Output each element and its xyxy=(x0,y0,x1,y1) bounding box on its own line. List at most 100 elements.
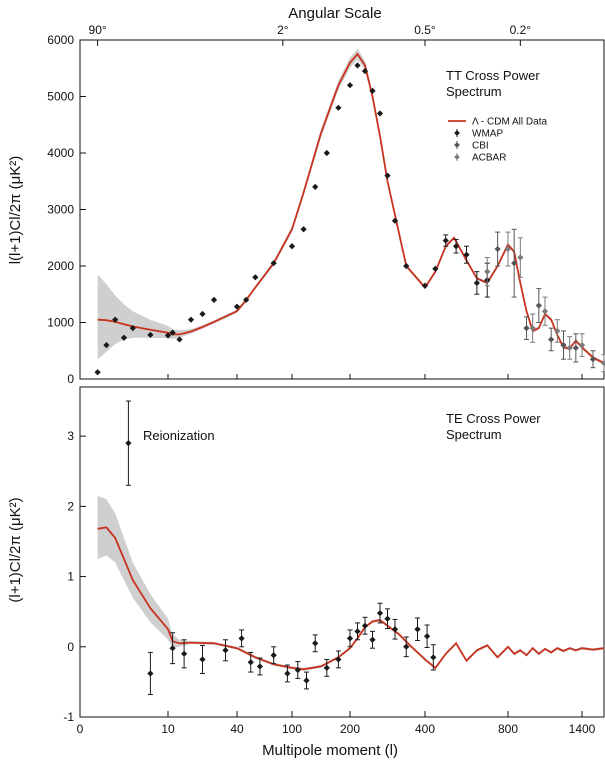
x-tick-label: 40 xyxy=(230,722,244,736)
te-y-tick-label: 2 xyxy=(67,499,74,513)
tt-y-axis: 0 1000 2000 3000 4000 5000 6000 xyxy=(47,33,86,386)
te-wmap-point xyxy=(147,670,154,677)
te-wmap-point xyxy=(346,635,354,642)
tt-y-tick-label: 3000 xyxy=(47,203,74,217)
tt-panel-title-line2: Spectrum xyxy=(446,84,502,99)
tt-wmap-point xyxy=(453,243,460,250)
x-tick-label: 200 xyxy=(340,722,360,736)
te-wmap-point xyxy=(247,659,254,666)
tt-y-axis-label: l(l+1)Cl/2π (μK²) xyxy=(7,156,24,265)
te-y-axis-label: (l+1)Cl/2π (μK²) xyxy=(7,497,24,602)
te-wmap-point xyxy=(169,645,176,652)
tt-wmap-point xyxy=(421,282,429,289)
top-tick-label: 2° xyxy=(277,23,289,37)
x-tick-label: 800 xyxy=(498,722,518,736)
tt-wmap-point xyxy=(270,260,277,267)
tt-wmap-point xyxy=(94,369,101,376)
reionization-annotation: Reionization xyxy=(143,428,215,443)
tt-y-tick-label: 1000 xyxy=(47,316,74,330)
tt-wmap-point xyxy=(403,262,410,270)
te-wmap-point xyxy=(256,663,264,670)
te-wmap-point xyxy=(361,622,369,629)
legend-point-swatch xyxy=(454,142,460,148)
te-panel-title-line2: Spectrum xyxy=(446,427,502,442)
tt-acbar-point xyxy=(529,325,536,332)
x-tick-label: 100 xyxy=(282,722,302,736)
te-wmap-point xyxy=(199,656,206,663)
tt-wmap-point xyxy=(187,316,195,323)
te-x-axis: 0 10 40 100 200 400 800 1400 xyxy=(77,374,596,736)
te-wmap-point xyxy=(369,636,376,643)
tt-acbar-point xyxy=(541,308,549,315)
tt-wmap-point xyxy=(252,274,259,281)
te-y-tick-label: 1 xyxy=(67,570,74,584)
te-wmap-point xyxy=(180,650,188,657)
tt-y-tick-label: 4000 xyxy=(47,146,74,160)
top-tick-label: 90° xyxy=(89,23,107,37)
x-tick-label: 400 xyxy=(415,722,435,736)
te-data-points xyxy=(125,400,437,696)
te-wmap-point xyxy=(423,633,431,640)
tt-panel-title-line1: TT Cross Power xyxy=(446,68,540,83)
x-tick-label: 10 xyxy=(161,722,175,736)
legend-point-swatch xyxy=(454,154,460,160)
tt-wmap-point xyxy=(243,296,250,304)
tt-wmap-point xyxy=(354,62,361,69)
te-wmap-point xyxy=(270,652,277,659)
te-wmap-point xyxy=(284,670,291,677)
te-uncertainty-band xyxy=(97,495,604,671)
top-axis-title: Angular Scale xyxy=(288,5,381,22)
legend-entry-label: CBI xyxy=(472,141,489,152)
legend-entry-label: Λ - CDM All Data xyxy=(472,117,547,128)
tt-cbi-point xyxy=(548,336,555,343)
legend-entry-label: ACBAR xyxy=(472,153,506,164)
tt-acbar-point xyxy=(600,360,605,367)
tt-wmap-point xyxy=(169,329,176,336)
legend-entry-label: WMAP xyxy=(472,129,503,140)
te-wmap-point xyxy=(414,626,421,633)
tt-acbar-point xyxy=(517,254,524,261)
te-wmap-point xyxy=(403,643,410,650)
x-axis-label: Multipole moment (l) xyxy=(262,742,398,759)
tt-cbi-point xyxy=(523,325,530,332)
tt-wmap-point xyxy=(335,104,342,111)
tt-wmap-point xyxy=(300,226,307,233)
tt-wmap-point xyxy=(323,149,330,157)
te-model-curve xyxy=(97,526,605,671)
top-axis: 90° 2° 0.5° 0.2° xyxy=(89,23,532,46)
te-band-area xyxy=(97,495,604,671)
tt-cbi-point xyxy=(535,302,542,309)
tt-model-curve xyxy=(97,52,605,364)
tt-uncertainty-band xyxy=(97,49,604,365)
tt-wmap-point xyxy=(432,265,439,272)
tt-wmap-point xyxy=(376,110,384,117)
te-y-axis: -1 0 1 2 3 xyxy=(63,429,86,724)
top-tick-label: 0.5° xyxy=(414,23,436,37)
te-wmap-point xyxy=(312,640,319,647)
tt-cbi-point xyxy=(494,245,501,253)
top-tick-label: 0.2° xyxy=(510,23,532,37)
tt-wmap-point xyxy=(346,82,354,89)
tt-wmap-point xyxy=(288,243,296,250)
x-tick-label: 1400 xyxy=(569,722,596,736)
x-tick-label: 0 xyxy=(77,722,84,736)
te-wmap-point xyxy=(238,635,245,642)
te-panel-title-line1: TE Cross Power xyxy=(446,411,541,426)
te-y-tick-label: 3 xyxy=(67,429,74,443)
te-plot-frame xyxy=(79,386,605,718)
tt-y-tick-label: 5000 xyxy=(47,90,74,104)
te-wmap-point xyxy=(125,440,132,447)
tt-cbi-point xyxy=(511,260,518,267)
legend-point-swatch xyxy=(454,130,460,136)
tt-cbi-point xyxy=(572,344,579,352)
tt-wmap-point xyxy=(199,310,206,318)
tt-wmap-point xyxy=(210,296,218,304)
tt-wmap-point xyxy=(384,172,391,179)
te-wmap-point xyxy=(354,628,361,635)
te-model-line xyxy=(97,526,605,671)
te-y-tick-label: 0 xyxy=(67,640,74,654)
tt-model-line xyxy=(97,52,605,364)
